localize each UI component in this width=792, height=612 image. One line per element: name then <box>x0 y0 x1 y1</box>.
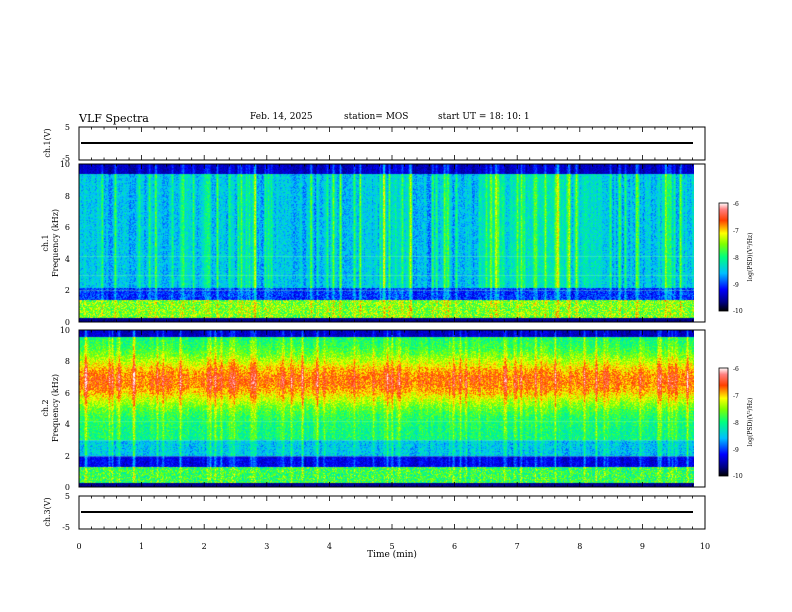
ch1-spectrogram-yticks: 0 2 4 6 8 10 <box>60 160 70 327</box>
ch2-cb-tick-m9: -9 <box>733 447 739 454</box>
ch1-ytick-top: 5 <box>65 123 70 132</box>
ch1-cb-tick-m6: -6 <box>733 201 739 208</box>
x-tick-label-1: 1 <box>139 542 144 551</box>
ch3-waveform-panel: 5 -5 ch.3(V) <box>43 492 706 532</box>
start-time-label: start UT = 18: 10: 1 <box>438 112 530 122</box>
ch1-cb-label: log(PSD)(V²/Hz) <box>747 233 754 282</box>
ch1-freq-tick-8: 8 <box>65 192 70 201</box>
ch2-cb-tick-m6: -6 <box>733 366 739 373</box>
ch2-freq-tick-4: 4 <box>65 420 70 429</box>
ch1-cb-tick-m10: -10 <box>733 308 743 315</box>
ch2-spectrogram-yticks: 0 2 4 6 8 10 <box>60 326 70 492</box>
ch1-cb-tick-m8: -8 <box>733 255 739 262</box>
station-label: station= MOS <box>344 112 409 122</box>
ch2-freq-tick-8: 8 <box>65 357 70 366</box>
ch1-colorbar: -6 -7 -8 -9 -10 log(PSD)(V²/Hz) <box>718 201 754 315</box>
ch2-cb-label: log(PSD)(V²/Hz) <box>747 398 754 447</box>
ch1-spectrogram-panel: 0 2 4 6 8 10 ch.1 Frequency (kHz) <box>41 160 706 327</box>
x-tick-label-8: 8 <box>577 542 582 551</box>
ch2-spectrogram-image <box>79 330 694 487</box>
ch1-spectrogram-image <box>79 164 694 322</box>
date-label: Feb. 14, 2025 <box>250 112 313 122</box>
x-axis-label: Time (min) <box>367 549 417 560</box>
ch1-cb-tick-m9: -9 <box>733 282 739 289</box>
ch2-cb-tick-m8: -8 <box>733 420 739 427</box>
ch1-freq-tick-0: 0 <box>65 318 70 327</box>
ch3-ytick-top: 5 <box>65 492 70 501</box>
x-tick-label-6: 6 <box>452 542 457 551</box>
ch2-freq-tick-6: 6 <box>65 389 70 398</box>
ch2-cb-tick-m7: -7 <box>733 393 739 400</box>
x-tick-label-9: 9 <box>640 542 645 551</box>
ch1-spectrogram-xticks <box>78 164 706 322</box>
x-tick-label-0: 0 <box>76 542 81 551</box>
figure-title: VLF Spectra <box>79 112 149 125</box>
ch2-cb-tick-m10: -10 <box>733 473 743 480</box>
ch2-freq-tick-0: 0 <box>65 483 70 492</box>
ch2-ylabel-frequency: Frequency (kHz) <box>51 374 60 442</box>
ch2-colorbar: -6 -7 -8 -9 -10 log(PSD)(V²/Hz) <box>718 366 754 480</box>
ch2-freq-tick-2: 2 <box>65 452 70 461</box>
ch1-freq-tick-6: 6 <box>65 223 70 232</box>
x-tick-label-5: 5 <box>389 542 394 551</box>
x-tick-label-10: 10 <box>700 542 710 551</box>
x-tick-label-2: 2 <box>202 542 207 551</box>
x-tick-label-3: 3 <box>264 542 269 551</box>
ch1-ytick-bottom: -5 <box>62 154 70 163</box>
ch1-ylabel-channel: ch.1 <box>41 234 50 251</box>
ch1-cb-tick-m7: -7 <box>733 228 739 235</box>
ch1-waveform-ticks <box>78 127 706 160</box>
x-tick-label-7: 7 <box>515 542 520 551</box>
ch3-ylabel: ch.3(V) <box>43 497 52 526</box>
ch3-waveform-ticks <box>78 496 706 529</box>
ch1-freq-tick-4: 4 <box>65 255 70 264</box>
ch1-waveform-panel: 5 -5 ch.1(V) <box>43 123 706 163</box>
ch2-freq-tick-10: 10 <box>60 326 70 335</box>
ch1-freq-tick-10: 10 <box>60 160 70 169</box>
ch1-ylabel: ch.1(V) <box>43 128 52 157</box>
x-axis-tick-labels: 0 1 2 3 4 5 6 7 8 9 10 <box>76 542 710 551</box>
ch2-spectrogram-xticks <box>78 330 706 487</box>
ch3-ytick-bottom: -5 <box>62 523 70 532</box>
ch2-ylabel-channel: ch.2 <box>41 399 50 416</box>
ch2-spectrogram-panel: 0 2 4 6 8 10 ch.2 Frequency (kHz) <box>41 326 706 492</box>
ch1-ylabel-frequency: Frequency (kHz) <box>51 209 60 277</box>
ch1-freq-tick-2: 2 <box>65 286 70 295</box>
x-tick-label-4: 4 <box>327 542 332 551</box>
